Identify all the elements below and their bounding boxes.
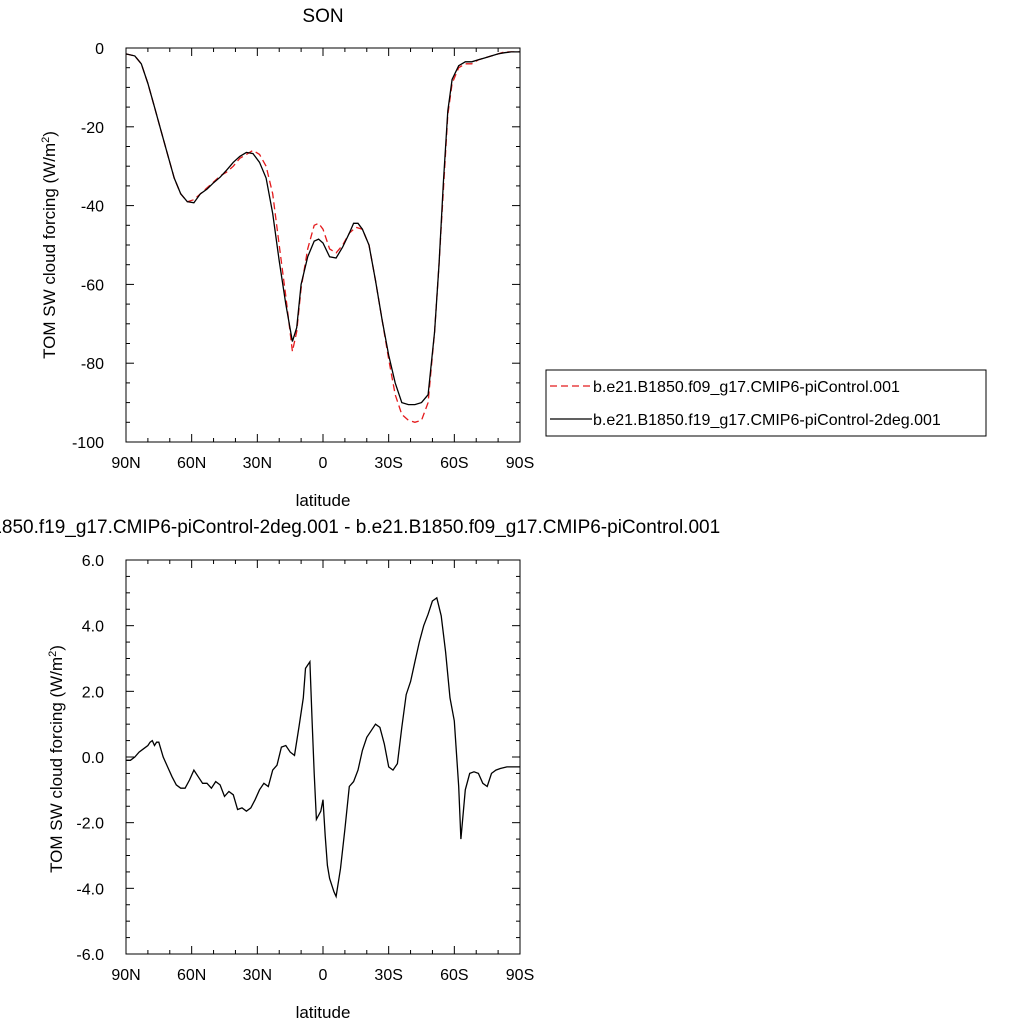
bottom-x-tick-label: 60S xyxy=(440,967,468,984)
bottom-plot-area: 90N 60N 30N 0 30S 60S 90S -6.0 -4.0 -2.0 0.0 2.0 4.0… xyxy=(76,553,534,984)
top-x-tick-label: 60N xyxy=(177,455,206,472)
top-x-tick-label: 30S xyxy=(374,455,402,472)
top-x-tick-label: 90N xyxy=(111,455,140,472)
bottom-x-tick-label: 30S xyxy=(374,967,402,984)
top-y-axis-label-superscript: 2 xyxy=(40,137,52,143)
bottom-y-tick-label: 6.0 xyxy=(82,553,104,570)
bottom-y-tick-label: -4.0 xyxy=(76,881,104,898)
bottom-y-tick-label: 4.0 xyxy=(82,619,104,636)
bottom-y-axis-label-close: ) xyxy=(47,645,66,651)
bottom-y-tick-label: -6.0 xyxy=(76,947,104,964)
top-y-tick-label: -60 xyxy=(81,277,104,294)
bottom-x-tick-label: 60N xyxy=(177,967,206,984)
top-y-tick-label: -20 xyxy=(81,120,104,137)
top-y-tick-label: 0 xyxy=(95,41,104,58)
legend-frame xyxy=(545,369,987,437)
bottom-x-tick-label: 90S xyxy=(506,967,534,984)
legend-label-ctrl: b.e21.B1850.f09_g17.CMIP6-piControl.001 xyxy=(593,379,900,396)
bottom-series-line-0 xyxy=(126,596,520,899)
top-plot-frame xyxy=(125,47,521,443)
legend: b.e21.B1850.f09_g17.CMIP6-piControl.001 … xyxy=(545,369,987,437)
bottom-y-axis-label-main: TOM SW cloud forcing (W/m xyxy=(47,657,66,873)
bottom-y-tick-label: 0.0 xyxy=(82,750,104,767)
bottom-y-axis-label-superscript: 2 xyxy=(47,651,59,657)
top-series-line-0 xyxy=(126,51,520,423)
bottom-panel: b.e21.B1850.f19_g17.CMIP6-piControl-2deg… xyxy=(0,517,720,1022)
top-plot-area: 90N 60N 30N 0 30S 60S 90S -100 -80 -60 -40 -20 0 xyxy=(72,41,534,472)
top-x-axis-label: latitude xyxy=(296,491,351,510)
top-y-axis-label: TOM SW cloud forcing (W/m2) xyxy=(40,131,59,359)
bottom-x-tick-label: 0 xyxy=(319,967,328,984)
top-series-line-1 xyxy=(126,51,520,406)
bottom-plot-frame xyxy=(125,559,521,955)
top-y-axis-label-close: ) xyxy=(40,131,59,137)
top-y-tick-label: -40 xyxy=(81,199,104,216)
top-chart-title: SON xyxy=(302,6,343,27)
top-y-tick-label: -100 xyxy=(72,435,104,452)
top-x-tick-label: 90S xyxy=(506,455,534,472)
bottom-x-axis-label: latitude xyxy=(296,1003,351,1022)
top-y-axis-label-main: TOM SW cloud forcing (W/m xyxy=(40,143,59,359)
bottom-y-tick-label: 2.0 xyxy=(82,684,104,701)
top-x-tick-label: 30N xyxy=(243,455,272,472)
top-y-tick-label: -80 xyxy=(81,356,104,373)
bottom-y-tick-label: -2.0 xyxy=(76,816,104,833)
bottom-chart-title: b.e21.B1850.f19_g17.CMIP6-piControl-2deg… xyxy=(0,517,720,538)
bottom-x-tick-label: 30N xyxy=(243,967,272,984)
bottom-y-axis-label: TOM SW cloud forcing (W/m2) xyxy=(47,645,66,873)
top-x-tick-label: 0 xyxy=(319,455,328,472)
top-x-tick-label: 60S xyxy=(440,455,468,472)
top-panel: SON 90N 60N 30N 0 30S 60S 90S -100 -80 -60 -40 -20 0… xyxy=(40,6,534,510)
legend-label-test: b.e21.B1850.f19_g17.CMIP6-piControl-2deg… xyxy=(593,412,941,429)
bottom-x-tick-label: 90N xyxy=(111,967,140,984)
